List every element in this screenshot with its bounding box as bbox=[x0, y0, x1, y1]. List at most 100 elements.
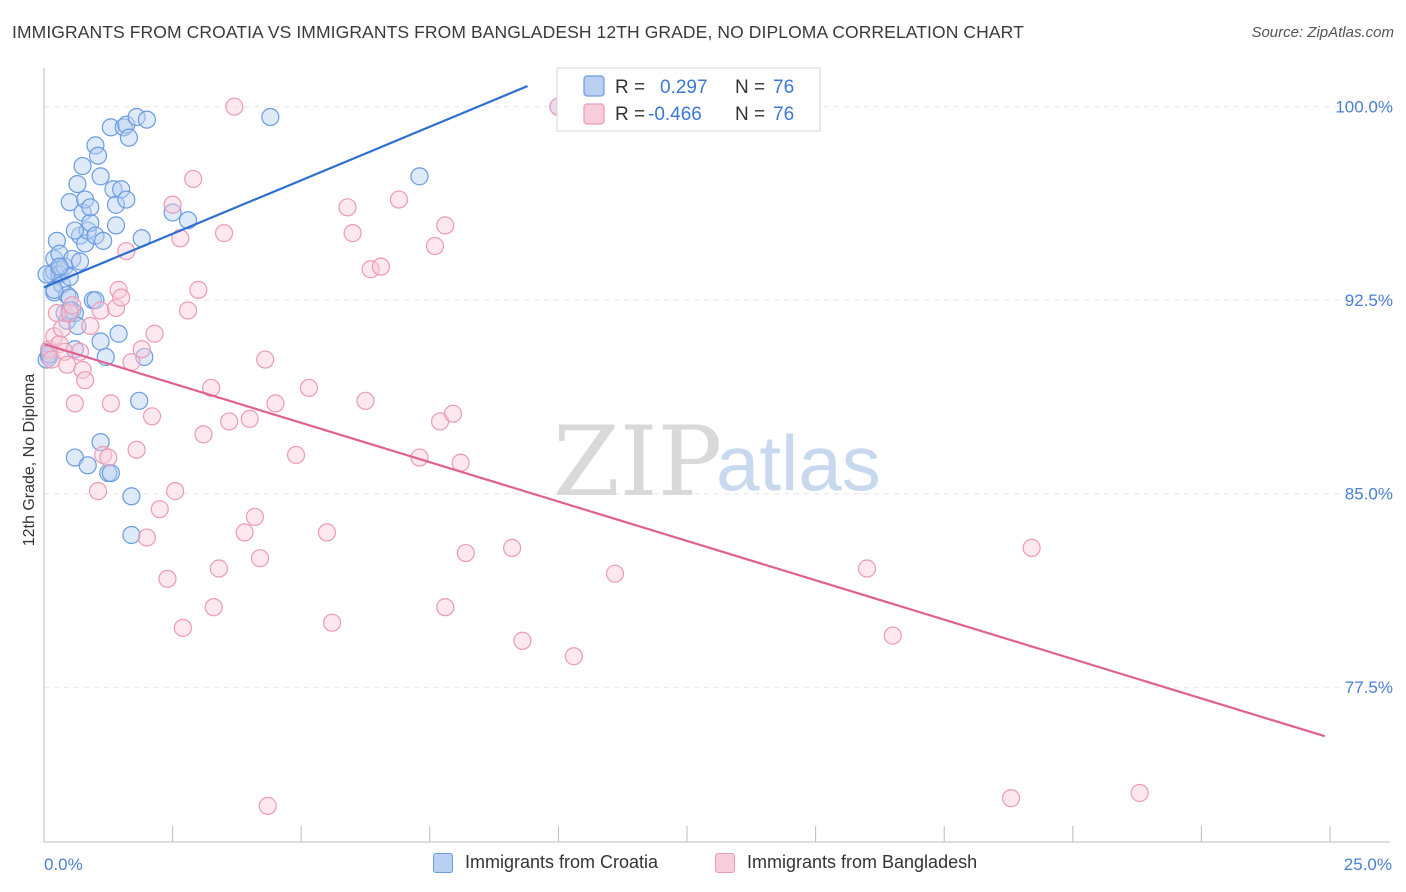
croatia-point-73 bbox=[65, 221, 84, 240]
bangladesh-point-5 bbox=[52, 319, 72, 338]
bangladesh-point-69 bbox=[456, 543, 475, 563]
bangladesh-point-63 bbox=[425, 236, 445, 256]
croatia-point-72 bbox=[86, 291, 105, 310]
legend-n-value-croatia: 76 bbox=[773, 77, 794, 98]
watermark-atlas: atlas bbox=[716, 419, 881, 507]
bangladesh-point-55 bbox=[322, 613, 342, 632]
legend-swatch-croatia bbox=[583, 75, 605, 97]
bangladesh-point-27 bbox=[137, 528, 156, 547]
croatia-point-55 bbox=[122, 525, 141, 545]
bangladesh-point-19 bbox=[101, 394, 120, 413]
bangladesh-point-25 bbox=[127, 440, 146, 459]
croatia-point-41 bbox=[94, 231, 113, 250]
bangladesh-point-35 bbox=[173, 618, 192, 637]
croatia-point-63 bbox=[261, 107, 280, 127]
bangladesh-point-59 bbox=[361, 260, 380, 279]
croatia-point-39 bbox=[91, 332, 110, 351]
croatia-point-48 bbox=[109, 324, 128, 343]
croatia-point-57 bbox=[130, 391, 149, 410]
y-tick-label-1: 85.0% bbox=[1345, 485, 1393, 504]
croatia-point-28 bbox=[73, 156, 92, 176]
croatia-point-46 bbox=[106, 216, 126, 235]
croatia-point-45 bbox=[104, 180, 123, 199]
legend-swatch-bangladesh-bottom bbox=[715, 852, 735, 873]
bangladesh-point-65 bbox=[436, 216, 455, 235]
croatia-point-49 bbox=[112, 180, 131, 199]
legend-n-label-bangladesh: N = bbox=[735, 104, 765, 125]
series-croatia-points bbox=[37, 97, 568, 545]
bangladesh-point-57 bbox=[343, 224, 362, 243]
bangladesh-point-40 bbox=[202, 378, 221, 398]
bangladesh-point-13 bbox=[76, 371, 95, 390]
croatia-point-24 bbox=[68, 175, 87, 194]
croatia-point-71 bbox=[50, 257, 69, 276]
croatia-point-17 bbox=[60, 193, 79, 212]
bangladesh-point-14 bbox=[81, 316, 100, 336]
bangladesh-point-20 bbox=[106, 298, 126, 318]
legend-item-bangladesh[interactable]: Immigrants from Bangladesh bbox=[715, 852, 977, 873]
y-tick-labels: 77.5% 85.0% 92.5% 100.0% bbox=[1335, 98, 1393, 698]
bangladesh-point-67 bbox=[443, 404, 463, 423]
x-tick-min: 0.0% bbox=[44, 855, 83, 874]
croatia-point-66 bbox=[37, 350, 56, 369]
croatia-point-64 bbox=[410, 167, 429, 186]
bangladesh-point-75 bbox=[225, 97, 244, 116]
bangladesh-point-52 bbox=[286, 445, 306, 465]
x-tick-labels: 0.0% 25.0% bbox=[44, 855, 1392, 874]
bangladesh-point-18 bbox=[99, 448, 118, 467]
bangladesh-point-9 bbox=[63, 296, 82, 315]
bangladesh-point-44 bbox=[220, 412, 239, 431]
bangladesh-point-79 bbox=[1022, 538, 1041, 557]
bangladesh-point-53 bbox=[299, 378, 319, 398]
bangladesh-point-76 bbox=[857, 559, 877, 578]
bangladesh-point-71 bbox=[513, 631, 532, 650]
croatia-point-60 bbox=[137, 110, 156, 129]
bangladesh-point-48 bbox=[250, 549, 270, 568]
bangladesh-point-49 bbox=[256, 350, 275, 369]
bangladesh-point-38 bbox=[189, 280, 208, 299]
bangladesh-point-51 bbox=[266, 394, 285, 413]
croatia-point-36 bbox=[86, 136, 105, 155]
bangladesh-point-77 bbox=[883, 626, 902, 645]
series-bangladesh-points bbox=[40, 97, 1149, 815]
croatia-point-25 bbox=[70, 252, 90, 271]
bangladesh-point-73 bbox=[564, 647, 583, 666]
bangladesh-point-56 bbox=[338, 198, 357, 217]
legend-r-label-bangladesh: R = bbox=[615, 104, 645, 125]
bangladesh-point-22 bbox=[112, 288, 131, 307]
bangladesh-point-32 bbox=[163, 195, 182, 214]
bangladesh-point-15 bbox=[88, 482, 108, 501]
axes bbox=[43, 68, 1390, 843]
croatia-point-37 bbox=[88, 146, 108, 165]
croatia-point-54 bbox=[122, 487, 141, 506]
croatia-point-38 bbox=[91, 167, 110, 186]
croatia-point-74 bbox=[81, 198, 100, 217]
bangladesh-point-26 bbox=[132, 340, 151, 359]
croatia-point-61 bbox=[163, 203, 182, 222]
bangladesh-point-70 bbox=[503, 538, 522, 557]
croatia-point-51 bbox=[117, 190, 136, 209]
x-tick-max: 25.0% bbox=[1344, 855, 1392, 874]
legend-item-croatia[interactable]: Immigrants from Croatia bbox=[433, 852, 658, 873]
legend-r-value-croatia: 0.297 bbox=[660, 77, 708, 98]
correlation-legend: R = 0.297 N = 76 R = -0.466 N = 76 bbox=[556, 67, 821, 132]
source-credit: Source: ZipAtlas.com bbox=[1251, 24, 1394, 41]
y-tick-label-3: 100.0% bbox=[1335, 98, 1393, 117]
bangladesh-point-36 bbox=[178, 301, 198, 320]
series-legend: Immigrants from Croatia Immigrants from … bbox=[0, 852, 1406, 878]
watermark: ZIP atlas bbox=[553, 406, 881, 518]
bangladesh-point-60 bbox=[371, 257, 391, 276]
bangladesh-point-45 bbox=[235, 523, 254, 542]
bangladesh-point-10 bbox=[65, 394, 84, 413]
bangladesh-point-62 bbox=[410, 448, 429, 467]
croatia-point-32 bbox=[78, 456, 97, 475]
bangladesh-point-43 bbox=[214, 224, 234, 243]
bangladesh-point-61 bbox=[389, 190, 409, 209]
bangladesh-point-58 bbox=[356, 391, 375, 410]
bangladesh-point-47 bbox=[245, 507, 265, 527]
legend-swatch-croatia-bottom bbox=[433, 852, 453, 873]
bangladesh-point-39 bbox=[194, 425, 213, 444]
bangladesh-point-30 bbox=[150, 500, 169, 519]
bangladesh-point-7 bbox=[58, 355, 77, 374]
